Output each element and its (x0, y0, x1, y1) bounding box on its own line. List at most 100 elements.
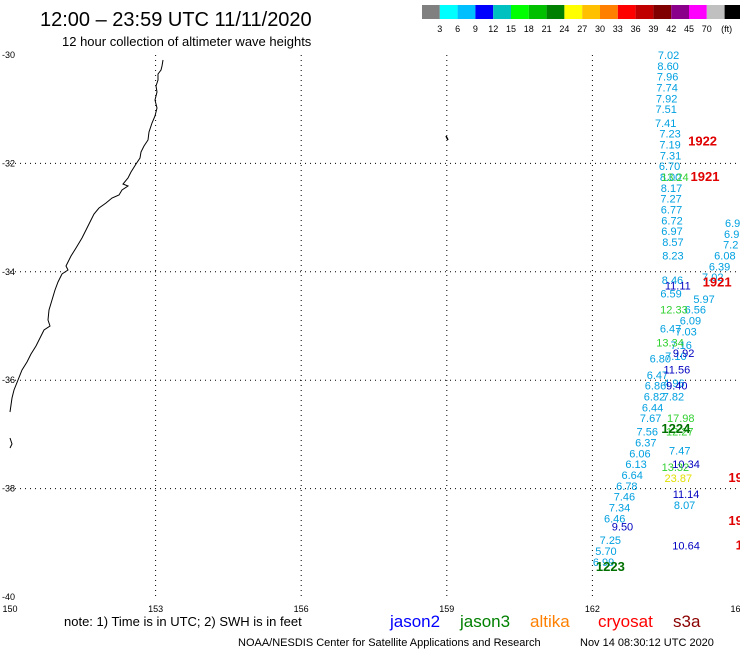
wave-height-value: 7.23 (659, 129, 680, 141)
wave-height-value: 6.64 (621, 470, 642, 482)
latitude-labels: -30 -32 -34 -36 -38 -40 (2, 50, 15, 602)
legend-label: 3 (437, 24, 442, 34)
legend-label: 12 (488, 24, 498, 34)
legend-label: 30 (595, 24, 605, 34)
wave-height-value: 7.10 (665, 351, 686, 363)
legend-swatch (422, 5, 440, 19)
wave-height-value: 6.78 (616, 481, 637, 493)
map-panel: -30 -32 -34 -36 -38 -40 150 153 156 159 162 165 7.… (2, 50, 740, 614)
legend-label: 6 (455, 24, 460, 34)
legend-label: 45 (684, 24, 694, 34)
wave-height-value: 11.56 (663, 364, 690, 376)
lon-label: 153 (148, 604, 163, 614)
legend-label: 15 (506, 24, 516, 34)
legend-label: 42 (666, 24, 676, 34)
wave-height-value: 6.70 (659, 161, 680, 173)
wave-height-value: 6.39 (709, 261, 730, 273)
legend-swatch (635, 5, 654, 19)
wave-height-value: 12.27 (666, 427, 694, 439)
wave-height-value: 13.32 (662, 462, 690, 474)
legend-label: 21 (542, 24, 552, 34)
wave-height-value: 8.57 (662, 237, 683, 249)
wave-height-value: 7.51 (655, 104, 676, 116)
wave-height-value: 7.92 (656, 93, 677, 105)
sat-name-s3a: s3a (673, 612, 701, 631)
wave-height-value: 11.11 (665, 280, 691, 292)
wave-height-value: 6.47 (660, 324, 681, 336)
wave-height-value: 6.77 (661, 204, 682, 216)
legend-swatch (511, 5, 529, 19)
wave-height-value: 7.25 (600, 535, 621, 547)
wave-height-value: 4.96 (663, 378, 684, 390)
legend-swatch (439, 5, 458, 19)
pass-time-label: 1922 (688, 134, 717, 149)
wave-height-value: 7.03 (675, 326, 696, 338)
page-title: 12:00 – 23:59 UTC 11/11/2020 (40, 9, 312, 31)
wave-height-value: 7.31 (660, 150, 681, 162)
wave-height-value: 6.09 (680, 316, 701, 328)
legend-swatch (457, 5, 476, 19)
wave-height-value: 7.41 (655, 118, 676, 130)
legend-swatch (564, 5, 583, 19)
legend-swatch (671, 5, 689, 19)
pass-time-label: 1920 (728, 470, 740, 485)
coastline-fragment (9, 437, 13, 449)
coastline (9, 59, 164, 413)
wave-height-value: 7.67 (640, 413, 661, 425)
legend-label: 36 (631, 24, 641, 34)
sat-name-cryosat: cryosat (598, 612, 653, 631)
wave-height-value: 8.60 (657, 61, 678, 73)
wave-height-value: 6.37 (635, 438, 656, 450)
wave-height-value: 7.02 (702, 272, 723, 284)
legend-swatch (724, 5, 740, 19)
grid-lines (10, 55, 738, 597)
wave-height-value: 7.34 (609, 503, 630, 515)
map-area (10, 55, 738, 600)
lat-label: -32 (2, 158, 15, 168)
wave-height-value: 6.80 (650, 354, 671, 366)
lon-label: 156 (294, 604, 309, 614)
footer-timestamp: Nov 14 08:30:12 UTC 2020 (580, 637, 714, 649)
satellite-legend: jason2 jason3 altika cryosat s3a (389, 612, 701, 631)
wave-height-value: 6.99 (593, 557, 614, 569)
lon-label: 159 (439, 604, 454, 614)
legend-swatch (475, 5, 494, 19)
wave-height-value: 10.34 (672, 459, 700, 471)
color-legend: 3 6 9 12 15 18 21 24 27 30 33 36 39 42 45 70 (ft) (422, 5, 740, 34)
pass-time-label: 1224 (661, 421, 691, 436)
wave-height-value: 8.00 (660, 172, 681, 184)
wave-height-value: 8.23 (662, 251, 683, 263)
sat-name-jason2: jason2 (389, 612, 440, 631)
footer-credit: NOAA/NESDIS Center for Satellite Applica… (238, 637, 541, 649)
legend-swatch (706, 5, 725, 19)
wave-height-value: 7.96 (657, 72, 678, 84)
wave-height-value: 8.46 (662, 275, 683, 287)
wave-height-value: 6.72 (661, 215, 682, 227)
legend-swatch (653, 5, 672, 19)
legend-label: 39 (648, 24, 658, 34)
legend-label: 33 (613, 24, 623, 34)
wave-height-value: 5.97 (693, 294, 714, 306)
lon-label: 162 (585, 604, 600, 614)
wave-height-value: 23.87 (665, 473, 693, 485)
wave-height-value: 8.17 (661, 183, 682, 195)
lat-label: -34 (2, 267, 15, 277)
legend-label: 18 (524, 24, 534, 34)
legend-swatch (493, 5, 511, 19)
wave-height-value: 17.98 (667, 413, 695, 425)
wave-height-value: 7.82 (663, 391, 684, 403)
legend-swatch (528, 5, 547, 19)
lat-label: -36 (2, 375, 15, 385)
wave-height-value: 7.2 (723, 240, 738, 252)
legend-label: 9 (473, 24, 478, 34)
pass-time-label: 1921 (703, 275, 732, 290)
lon-label: 150 (2, 604, 17, 614)
wave-height-value: 7.19 (659, 139, 680, 151)
legend-swatch (546, 5, 565, 19)
wave-height-value: 8.07 (674, 500, 695, 512)
island-dot (445, 135, 449, 141)
sat-name-jason3: jason3 (459, 612, 510, 631)
lat-label: -40 (2, 592, 15, 602)
